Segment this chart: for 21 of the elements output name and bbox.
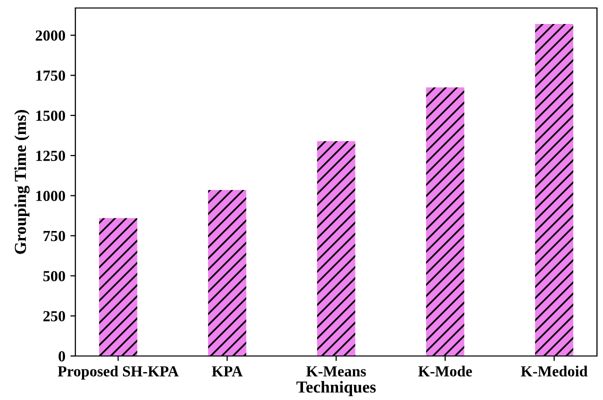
y-tick-label: 500 [43,270,66,282]
y-tick-label: 0 [58,351,66,362]
x-axis-title: Techniques [296,380,376,396]
y-tick-label: 250 [43,311,66,322]
bar [426,87,464,356]
y-tick-label: 1750 [36,70,66,81]
x-tick-label: KPA [212,366,243,376]
x-tick-label: K-Means [306,366,366,376]
y-tick-label: 1500 [36,110,66,121]
bar [535,24,574,356]
y-tick-label: 1000 [36,190,66,202]
x-tick-label: K-Mode [418,366,472,376]
x-tick-label: Proposed SH-KPA [58,366,179,380]
y-tick-label: 1250 [36,150,66,161]
y-tick-label: 2000 [36,30,66,41]
bar [317,141,356,356]
y-axis-title: Grouping Time (ms) [14,110,30,254]
bar [99,218,138,356]
x-tick-label: K-Medoid [520,366,588,376]
bar [208,190,246,356]
y-tick-label: 750 [44,230,66,242]
